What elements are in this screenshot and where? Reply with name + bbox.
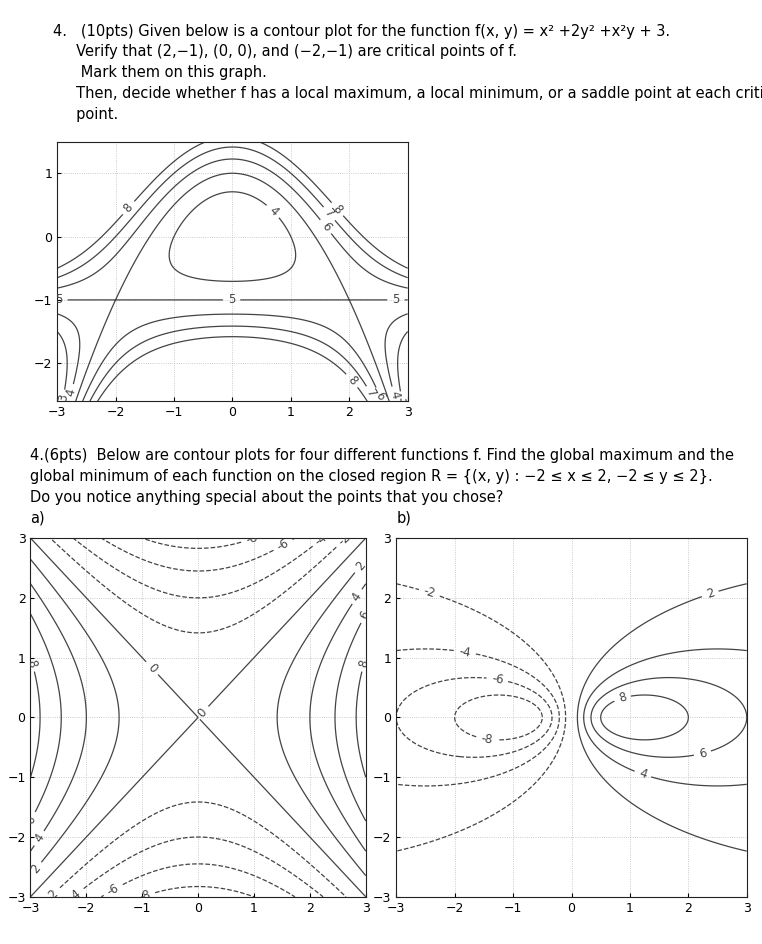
Text: 4: 4 [387, 390, 402, 400]
Text: -2: -2 [422, 584, 437, 600]
Text: 3: 3 [395, 396, 409, 405]
Text: 5: 5 [392, 294, 399, 307]
Text: -8: -8 [137, 888, 152, 904]
Text: 8: 8 [344, 374, 360, 388]
Text: 4: 4 [32, 832, 46, 845]
Text: 2: 2 [705, 586, 716, 601]
Text: Then, decide whether f has a local maximum, a local minimum, or a saddle point a: Then, decide whether f has a local maxim… [53, 86, 762, 101]
Text: Do you notice anything special about the points that you chose?: Do you notice anything special about the… [30, 490, 504, 505]
Text: -6: -6 [104, 882, 121, 899]
Text: 8: 8 [357, 658, 371, 668]
Text: -6: -6 [491, 672, 504, 686]
Text: 4: 4 [350, 590, 364, 603]
Text: -2: -2 [335, 531, 353, 548]
Text: 0: 0 [195, 705, 210, 720]
Text: 4: 4 [637, 767, 648, 782]
Text: 6: 6 [373, 390, 387, 401]
Text: 2: 2 [28, 862, 43, 876]
Text: b): b) [396, 511, 411, 526]
Text: -8: -8 [244, 531, 259, 547]
Text: 7: 7 [363, 387, 379, 400]
Text: 6: 6 [697, 746, 708, 761]
Text: global minimum of each function on the closed region R = {(x, y) : −2 ≤ x ≤ 2, −: global minimum of each function on the c… [30, 469, 713, 484]
Text: -2: -2 [43, 886, 61, 904]
Text: 2: 2 [353, 559, 368, 573]
Text: a): a) [30, 511, 45, 526]
Text: 0: 0 [145, 661, 159, 675]
Text: 6: 6 [319, 220, 333, 234]
Text: 4.(6pts)  Below are contour plots for four different functions f. Find the globa: 4.(6pts) Below are contour plots for fou… [30, 448, 735, 464]
Text: 4.   (10pts) Given below is a contour plot for the function f(x, y) = x² +2y² +x: 4. (10pts) Given below is a contour plot… [53, 24, 671, 39]
Text: 5: 5 [55, 294, 62, 307]
Text: 3: 3 [56, 394, 70, 403]
Text: -4: -4 [312, 531, 330, 548]
Text: Mark them on this graph.: Mark them on this graph. [53, 65, 267, 80]
Text: -6: -6 [275, 536, 292, 553]
Text: -4: -4 [458, 645, 472, 659]
Text: 6: 6 [357, 609, 373, 621]
Text: 8: 8 [330, 202, 344, 216]
Text: 8: 8 [617, 691, 628, 705]
Text: Verify that (2,−1), (0, 0), and (−2,−1) are critical points of f.: Verify that (2,−1), (0, 0), and (−2,−1) … [53, 44, 517, 59]
Text: point.: point. [53, 107, 119, 122]
Text: 7: 7 [322, 207, 337, 221]
Text: -4: -4 [66, 886, 84, 904]
Text: 8: 8 [121, 201, 136, 215]
Text: 4: 4 [266, 204, 280, 218]
Text: 5: 5 [228, 294, 235, 307]
Text: 8: 8 [25, 658, 40, 668]
Text: -8: -8 [480, 732, 494, 747]
Text: 6: 6 [24, 814, 39, 826]
Text: 4: 4 [64, 387, 78, 397]
